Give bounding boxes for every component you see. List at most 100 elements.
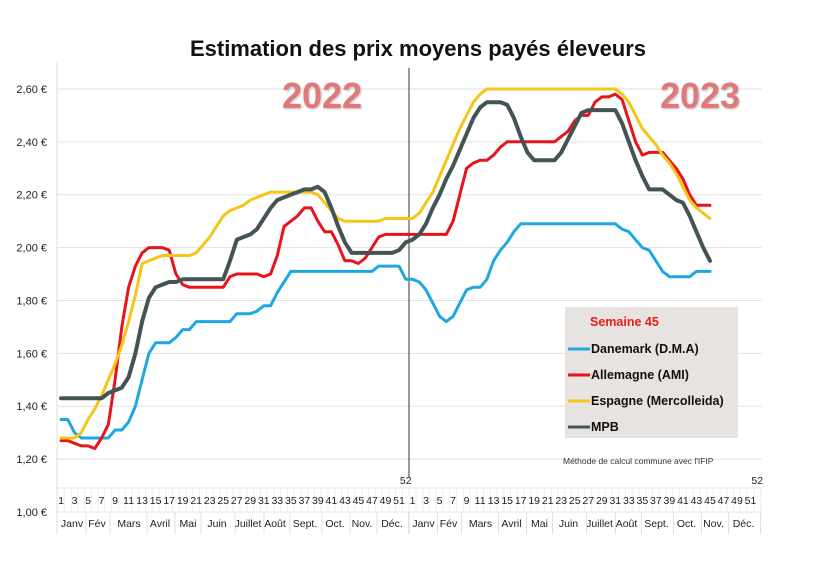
week-tick-label: 51: [745, 495, 757, 507]
week-tick-label: 41: [326, 495, 338, 507]
month-label: Juin: [559, 518, 578, 530]
y-tick-label: 2,00 €: [16, 243, 47, 255]
week-tick-label: 41: [677, 495, 689, 507]
week-tick-label: 35: [285, 495, 297, 507]
y-tick-label: 2,20 €: [16, 190, 47, 202]
month-label: Mars: [469, 518, 492, 530]
month-label: Fév: [88, 518, 106, 530]
week-tick-label: 35: [637, 495, 649, 507]
y-tick-label: 1,00 €: [16, 507, 47, 519]
week-tick-label: 43: [339, 495, 351, 507]
month-label: Juillet: [586, 518, 613, 530]
week-tick-label: 52: [751, 475, 763, 487]
week-tick-label: 51: [393, 495, 405, 507]
week-tick-label: 13: [488, 495, 500, 507]
week-tick-label: 39: [312, 495, 324, 507]
week-tick-label: 13: [136, 495, 148, 507]
week-tick-label: 7: [450, 495, 456, 507]
month-label: Mai: [180, 518, 197, 530]
week-tick-label: 11: [475, 495, 486, 507]
y-tick-label: 1,80 €: [16, 295, 47, 307]
week-tick-label: 15: [501, 495, 513, 507]
legend-title: Semaine 45: [590, 315, 659, 329]
week-tick-label: 1: [410, 495, 416, 507]
week-tick-label: 45: [704, 495, 716, 507]
legend-item: Danemark (D.M.A): [591, 342, 699, 356]
year-label-2022: 2022: [282, 75, 362, 116]
month-label: Avril: [501, 518, 521, 530]
month-label: Fév: [440, 518, 458, 530]
month-label: Août: [264, 518, 286, 530]
week-tick-label: 37: [650, 495, 662, 507]
month-label: Août: [616, 518, 638, 530]
year-label-2023: 2023: [660, 75, 740, 116]
month-label: Oct.: [677, 518, 696, 530]
y-tick-label: 1,40 €: [16, 401, 47, 413]
week-tick-label: 37: [299, 495, 311, 507]
month-label: Juillet: [235, 518, 262, 530]
week-tick-label: 43: [691, 495, 703, 507]
week-tick-label: 5: [85, 495, 91, 507]
month-label: Oct.: [325, 518, 344, 530]
week-tick-label: 29: [244, 495, 256, 507]
week-tick-label: 49: [380, 495, 392, 507]
week-tick-label: 23: [555, 495, 567, 507]
y-tick-label: 1,60 €: [16, 348, 47, 360]
series-line-3: [59, 100, 712, 401]
week-tick-label: 21: [542, 495, 554, 507]
week-tick-label: 15: [150, 495, 162, 507]
month-label: Déc.: [381, 518, 403, 530]
month-label: Mars: [117, 518, 140, 530]
legend-item: Espagne (Mercolleida): [591, 394, 724, 408]
week-tick-label: 45: [353, 495, 365, 507]
week-tick-label: 17: [163, 495, 175, 507]
week-tick-label: 9: [464, 495, 470, 507]
month-label: Janv: [412, 518, 435, 530]
month-label: Mai: [531, 518, 548, 530]
week-tick-label: 39: [664, 495, 676, 507]
week-tick-label: 3: [72, 495, 78, 507]
week-tick-label: 52: [400, 475, 412, 487]
week-tick-label: 23: [204, 495, 216, 507]
week-tick-label: 25: [217, 495, 229, 507]
month-label: Juin: [207, 518, 226, 530]
week-tick-label: 3: [423, 495, 429, 507]
month-label: Nov.: [352, 518, 373, 530]
legend-item: MPB: [591, 420, 619, 434]
week-tick-label: 29: [596, 495, 608, 507]
month-label: Sept.: [644, 518, 669, 530]
chart-title: Estimation des prix moyens payés éleveur…: [190, 36, 646, 61]
week-tick-label: 47: [366, 495, 378, 507]
month-label: Nov.: [703, 518, 724, 530]
week-tick-label: 1: [58, 495, 64, 507]
week-tick-label: 27: [582, 495, 594, 507]
week-tick-label: 19: [177, 495, 189, 507]
y-tick-label: 2,40 €: [16, 137, 47, 149]
month-label: Déc.: [733, 518, 755, 530]
week-tick-label: 25: [569, 495, 581, 507]
month-label: Avril: [150, 518, 170, 530]
week-tick-label: 49: [731, 495, 743, 507]
method-note: Méthode de calcul commune avec l'IFIP: [563, 456, 714, 466]
week-tick-label: 19: [528, 495, 540, 507]
y-tick-label: 2,60 €: [16, 84, 47, 96]
week-tick-label: 7: [99, 495, 105, 507]
y-tick-label: 1,20 €: [16, 454, 47, 466]
series-line-2: [59, 87, 712, 440]
series-line-0: [59, 222, 712, 440]
week-tick-label: 11: [123, 495, 134, 507]
legend: Semaine 45 Danemark (D.M.A) Allemagne (AM…: [565, 307, 738, 438]
week-tick-label: 5: [437, 495, 443, 507]
week-tick-label: 21: [190, 495, 202, 507]
week-tick-label: 47: [718, 495, 730, 507]
legend-item: Allemagne (AMI): [591, 368, 689, 382]
week-tick-label: 9: [112, 495, 118, 507]
week-tick-label: 17: [515, 495, 527, 507]
week-tick-label: 33: [271, 495, 283, 507]
series-line-1: [59, 92, 712, 450]
week-tick-label: 33: [623, 495, 635, 507]
month-label: Sept.: [293, 518, 318, 530]
week-tick-label: 31: [609, 495, 621, 507]
week-tick-label: 31: [258, 495, 270, 507]
